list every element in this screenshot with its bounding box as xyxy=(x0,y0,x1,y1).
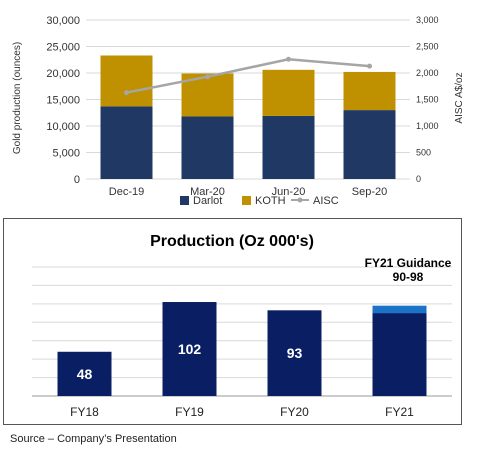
top-x-tick-label: Jun-20 xyxy=(272,186,306,198)
legend-swatch xyxy=(242,196,251,205)
bottom-x-axis-ticks: FY18 FY19 FY20 FY21 xyxy=(70,405,414,419)
top-y-tick-label: 25,000 xyxy=(46,42,80,54)
bar-value-label: 93 xyxy=(287,345,303,361)
bar-fy18 xyxy=(57,351,112,396)
top-x-axis-ticks: Dec-19 Mar-20 Jun-20 Sep-20 xyxy=(109,186,387,198)
production-chart-title: Production (Oz 000's) xyxy=(150,233,314,250)
legend-item-darlot: Darlot xyxy=(180,195,222,207)
top-y2-tick-label: 500 xyxy=(416,148,431,158)
aisc-line xyxy=(124,56,372,96)
bar-value-label: 48 xyxy=(77,366,93,382)
bar-darlot-dec-19 xyxy=(100,106,153,179)
bottom-bars: 48 102 93 xyxy=(57,302,427,396)
legend-swatch xyxy=(180,196,189,205)
bar-koth-dec-19 xyxy=(100,55,153,107)
bottom-x-tick-label: FY18 xyxy=(70,405,99,419)
bottom-x-tick-label: FY19 xyxy=(175,405,204,419)
legend-label: KOTH xyxy=(255,195,286,207)
guidance-annotation-line2: 90-98 xyxy=(393,270,424,284)
top-y-tick-label: 30,000 xyxy=(46,15,80,27)
legend-item-aisc: AISC xyxy=(291,195,339,207)
top-y2-axis-label: AISC A$/oz xyxy=(454,72,465,123)
legend-label: AISC xyxy=(313,195,339,207)
aisc-series-line xyxy=(126,57,370,94)
bottom-x-tick-label: FY20 xyxy=(280,405,309,419)
gold-production-chart: 0 5,000 10,000 15,000 20,000 25,000 30,000 0 50… xyxy=(12,15,465,207)
top-x-tick-label: Dec-19 xyxy=(109,186,144,198)
legend-label: Darlot xyxy=(193,195,222,207)
top-y2-tick-label: 3,000 xyxy=(416,15,439,25)
guidance-range-bar xyxy=(372,305,427,314)
top-y2-tick-label: 1,500 xyxy=(416,95,439,105)
top-y2-tick-label: 0 xyxy=(416,174,421,184)
bar-darlot-jun-20 xyxy=(262,115,315,179)
bar-fy21 xyxy=(372,313,427,396)
bottom-x-tick-label: FY21 xyxy=(385,405,414,419)
source-note: Source – Company’s Presentation xyxy=(10,433,177,445)
production-panel: Production (Oz 000's) 48 102 93 FY18 FY19 FY… xyxy=(3,218,462,425)
aisc-point xyxy=(124,90,129,96)
guidance-annotation-line1: FY21 Guidance xyxy=(365,256,452,270)
top-x-tick-label: Sep-20 xyxy=(352,186,387,198)
top-left-axis-ticks: 0 5,000 10,000 15,000 20,000 25,000 30,000 xyxy=(46,15,80,186)
aisc-point xyxy=(367,63,372,69)
bar-koth-sep-20 xyxy=(343,71,396,111)
bar-fy19 xyxy=(162,302,217,396)
top-y-tick-label: 20,000 xyxy=(46,68,80,80)
top-y-axis-label: Gold production (ounces) xyxy=(12,42,23,154)
top-y2-tick-label: 2,500 xyxy=(416,42,439,52)
top-bars xyxy=(100,55,396,179)
bar-koth-jun-20 xyxy=(262,69,315,116)
aisc-point xyxy=(286,56,291,62)
legend-item-koth: KOTH xyxy=(242,195,286,207)
top-legend: Darlot KOTH AISC xyxy=(180,195,339,207)
bar-darlot-sep-20 xyxy=(343,110,396,179)
top-right-axis-ticks: 0 500 1,000 1,500 2,000 2,500 3,000 xyxy=(416,15,439,184)
top-y-tick-label: 5,000 xyxy=(52,148,80,160)
top-y2-tick-label: 2,000 xyxy=(416,68,439,78)
top-y-tick-label: 15,000 xyxy=(46,95,80,107)
top-y2-tick-label: 1,000 xyxy=(416,121,439,131)
bar-value-label: 102 xyxy=(178,341,202,357)
legend-marker xyxy=(297,197,303,203)
top-y-tick-label: 10,000 xyxy=(46,121,80,133)
bar-darlot-mar-20 xyxy=(181,116,234,179)
aisc-point xyxy=(205,74,210,80)
bar-fy20 xyxy=(267,310,322,396)
top-y-tick-label: 0 xyxy=(74,174,80,186)
top-x-tick-label: Mar-20 xyxy=(190,186,225,198)
